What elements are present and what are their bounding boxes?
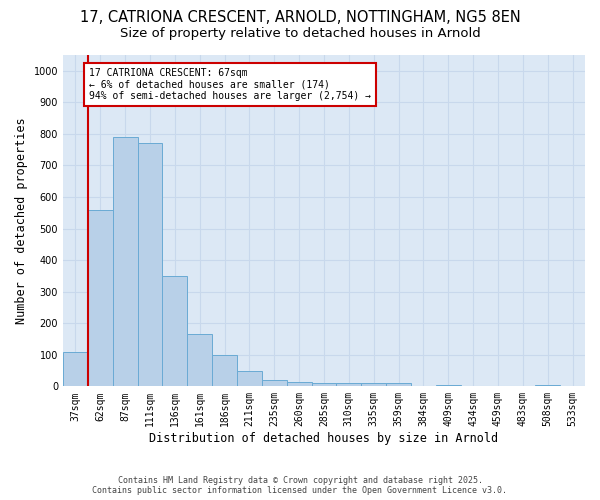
- Bar: [88, 210, 113, 386]
- Bar: [386, 383, 411, 386]
- Text: Contains HM Land Registry data © Crown copyright and database right 2025.
Contai: Contains HM Land Registry data © Crown c…: [92, 476, 508, 495]
- Text: Size of property relative to detached houses in Arnold: Size of property relative to detached ho…: [119, 28, 481, 40]
- Bar: [311, 383, 337, 386]
- Bar: [137, 144, 163, 386]
- Bar: [187, 334, 212, 386]
- Bar: [237, 370, 262, 386]
- Bar: [113, 137, 137, 386]
- Bar: [287, 382, 311, 386]
- X-axis label: Distribution of detached houses by size in Arnold: Distribution of detached houses by size …: [149, 432, 499, 445]
- Text: 17 CATRIONA CRESCENT: 67sqm
← 6% of detached houses are smaller (174)
94% of sem: 17 CATRIONA CRESCENT: 67sqm ← 6% of deta…: [89, 68, 371, 101]
- Bar: [163, 276, 187, 386]
- Text: 17, CATRIONA CRESCENT, ARNOLD, NOTTINGHAM, NG5 8EN: 17, CATRIONA CRESCENT, ARNOLD, NOTTINGHA…: [80, 10, 520, 25]
- Bar: [212, 355, 237, 386]
- Bar: [337, 383, 361, 386]
- Bar: [63, 352, 88, 386]
- Bar: [262, 380, 287, 386]
- Bar: [436, 385, 461, 386]
- Bar: [361, 383, 386, 386]
- Y-axis label: Number of detached properties: Number of detached properties: [15, 118, 28, 324]
